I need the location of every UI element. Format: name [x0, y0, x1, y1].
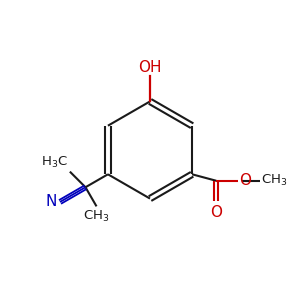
- Text: O: O: [210, 205, 222, 220]
- Text: O: O: [239, 173, 251, 188]
- Text: OH: OH: [138, 60, 162, 75]
- Text: CH$_3$: CH$_3$: [83, 209, 110, 224]
- Text: CH$_3$: CH$_3$: [261, 173, 288, 188]
- Text: H$_3$C: H$_3$C: [41, 155, 68, 170]
- Text: N: N: [46, 194, 57, 209]
